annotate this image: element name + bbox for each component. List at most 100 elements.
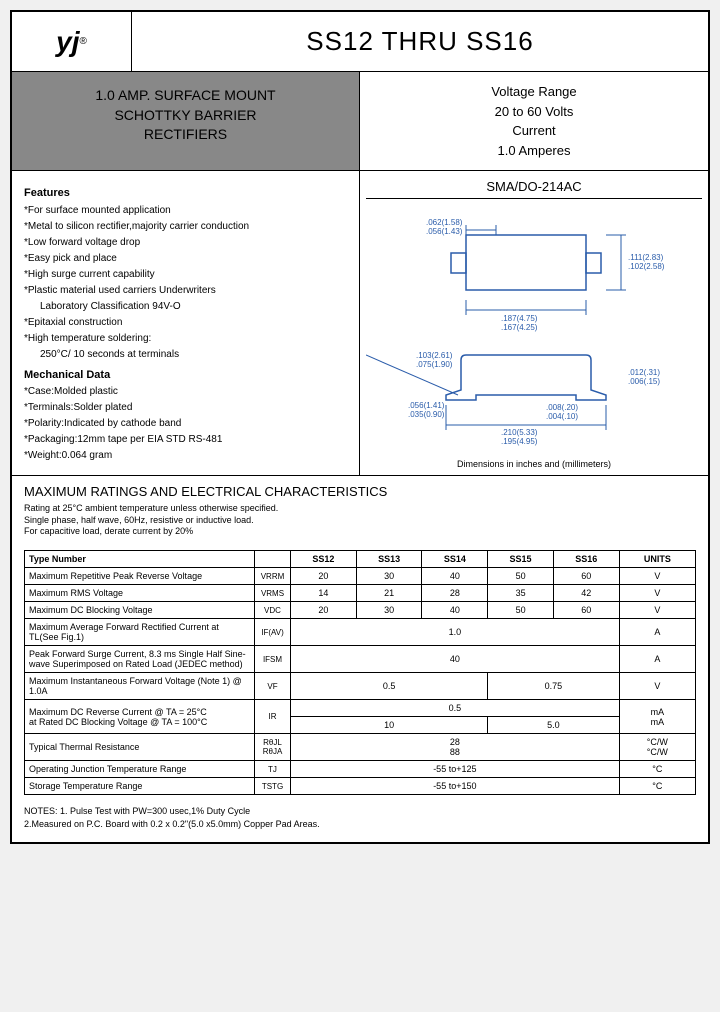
val-cell: 40 (291, 646, 620, 673)
sym-cell: IR (255, 700, 291, 734)
sym-cell: TSTG (255, 778, 291, 795)
mech-item: *Terminals:Solder plated (24, 400, 347, 416)
page-title: SS12 THRU SS16 (132, 12, 708, 71)
unit-cell: A (619, 646, 695, 673)
header-row: yj ® SS12 THRU SS16 (12, 12, 708, 72)
param-cell: Maximum Repetitive Peak Reverse Voltage (25, 568, 255, 585)
sym-cell: IFSM (255, 646, 291, 673)
unit-cell: A (619, 619, 695, 646)
val-cell: 28 (422, 585, 488, 602)
unit-cell: V (619, 673, 695, 700)
val-cell: 30 (356, 568, 422, 585)
dim-label: .103(2.61) (416, 351, 453, 360)
ratings-section: MAXIMUM RATINGS AND ELECTRICAL CHARACTER… (12, 476, 708, 550)
package-title: SMA/DO-214AC (366, 177, 702, 199)
package-top-view: .062(1.58) .056(1.43) .111(2.83) .102(2.… (366, 205, 696, 335)
val-cell: 5.0 (488, 717, 619, 734)
desc-line: RECTIFIERS (20, 125, 351, 145)
col-header (255, 551, 291, 568)
notes: NOTES: 1. Pulse Test with PW=300 usec,1%… (12, 801, 708, 842)
dim-label: .210(5.33) (501, 428, 538, 437)
dim-label: .111(2.83) (628, 253, 664, 262)
mech-item: *Case:Molded plastic (24, 384, 347, 400)
package-drawing: SMA/DO-214AC .062(1.58) .056(1.43) .111(… (360, 171, 708, 475)
feature-item: *Epitaxial construction (24, 315, 347, 331)
logo-cell: yj ® (12, 12, 132, 71)
spec-line: Current (368, 121, 700, 141)
ratings-title: MAXIMUM RATINGS AND ELECTRICAL CHARACTER… (24, 484, 696, 499)
val-cell: 42 (553, 585, 619, 602)
features-heading: Features (24, 185, 347, 203)
col-header: SS15 (488, 551, 554, 568)
spec-line: 1.0 Amperes (368, 141, 700, 161)
val-cell: 0.5 (291, 700, 620, 717)
param-cell: Typical Thermal Resistance (25, 734, 255, 761)
val-cell: 35 (488, 585, 554, 602)
mechanical-heading: Mechanical Data (24, 367, 347, 385)
val-cell: -55 to+150 (291, 778, 620, 795)
dim-label: .035(0.90) (408, 410, 445, 419)
desc-line: 1.0 AMP. SURFACE MOUNT (20, 86, 351, 106)
unit-cell: V (619, 585, 695, 602)
desc-line: SCHOTTKY BARRIER (20, 106, 351, 126)
subheader-row: 1.0 AMP. SURFACE MOUNT SCHOTTKY BARRIER … (12, 72, 708, 171)
table-row: Maximum Repetitive Peak Reverse Voltage … (25, 568, 696, 585)
feature-item: Laboratory Classification 94V-O (24, 299, 347, 315)
features-panel: Features *For surface mounted applicatio… (12, 171, 360, 475)
sym-cell: VRMS (255, 585, 291, 602)
table-row: Maximum DC Reverse Current @ TA = 25°C a… (25, 700, 696, 717)
feature-item: *For surface mounted application (24, 203, 347, 219)
col-header: SS16 (553, 551, 619, 568)
logo-text: yj (56, 26, 79, 58)
feature-item: *High temperature soldering: (24, 331, 347, 347)
spec-summary-box: Voltage Range 20 to 60 Volts Current 1.0… (360, 72, 708, 170)
table-row: Maximum RMS Voltage VRMS 14 21 28 35 42 … (25, 585, 696, 602)
dim-label: .167(4.25) (501, 323, 538, 332)
val-cell: 40 (422, 568, 488, 585)
feature-item: *Easy pick and place (24, 251, 347, 267)
dim-label: .102(2.58) (628, 262, 665, 271)
val-cell: 60 (553, 602, 619, 619)
param-cell: Maximum Average Forward Rectified Curren… (25, 619, 255, 646)
unit-cell: mA mA (619, 700, 695, 734)
dim-label: .006(.15) (628, 377, 660, 386)
spec-line: Voltage Range (368, 82, 700, 102)
val-cell: 20 (291, 602, 357, 619)
unit-cell: °C/W °C/W (619, 734, 695, 761)
mech-item: *Weight:0.064 gram (24, 448, 347, 464)
param-cell: Maximum Instantaneous Forward Voltage (N… (25, 673, 255, 700)
val-cell: 0.75 (488, 673, 619, 700)
val-cell: 50 (488, 602, 554, 619)
val-cell: 0.5 (291, 673, 488, 700)
val-cell: 30 (356, 602, 422, 619)
col-header: UNITS (619, 551, 695, 568)
unit-cell: V (619, 568, 695, 585)
col-header: SS13 (356, 551, 422, 568)
package-side-view: .103(2.61) .075(1.90) .012(.31) .006(.15… (366, 340, 696, 450)
sym-cell: VF (255, 673, 291, 700)
dim-label: .008(.20) (546, 403, 578, 412)
dim-label: .056(1.41) (408, 401, 445, 410)
table-header-row: Type Number SS12 SS13 SS14 SS15 SS16 UNI… (25, 551, 696, 568)
dim-label: .004(.10) (546, 412, 578, 421)
feature-item: *Metal to silicon rectifier,majority car… (24, 219, 347, 235)
table-row: Operating Junction Temperature Range TJ … (25, 761, 696, 778)
col-header: SS12 (291, 551, 357, 568)
val-cell: 28 88 (291, 734, 620, 761)
val-cell: 14 (291, 585, 357, 602)
mech-item: *Polarity:Indicated by cathode band (24, 416, 347, 432)
feature-item: *Low forward voltage drop (24, 235, 347, 251)
param-cell: Maximum RMS Voltage (25, 585, 255, 602)
dim-label: .195(4.95) (501, 437, 538, 446)
sym-cell: RθJL RθJA (255, 734, 291, 761)
val-cell: 21 (356, 585, 422, 602)
mech-item: *Packaging:12mm tape per EIA STD RS-481 (24, 432, 347, 448)
feature-item: *Plastic material used carriers Underwri… (24, 283, 347, 299)
table-row: Peak Forward Surge Current, 8.3 ms Singl… (25, 646, 696, 673)
param-cell: Storage Temperature Range (25, 778, 255, 795)
param-cell: Operating Junction Temperature Range (25, 761, 255, 778)
sym-cell: IF(AV) (255, 619, 291, 646)
val-cell: 20 (291, 568, 357, 585)
ratings-note: Rating at 25°C ambient temperature unles… (24, 503, 696, 538)
col-header: Type Number (25, 551, 255, 568)
